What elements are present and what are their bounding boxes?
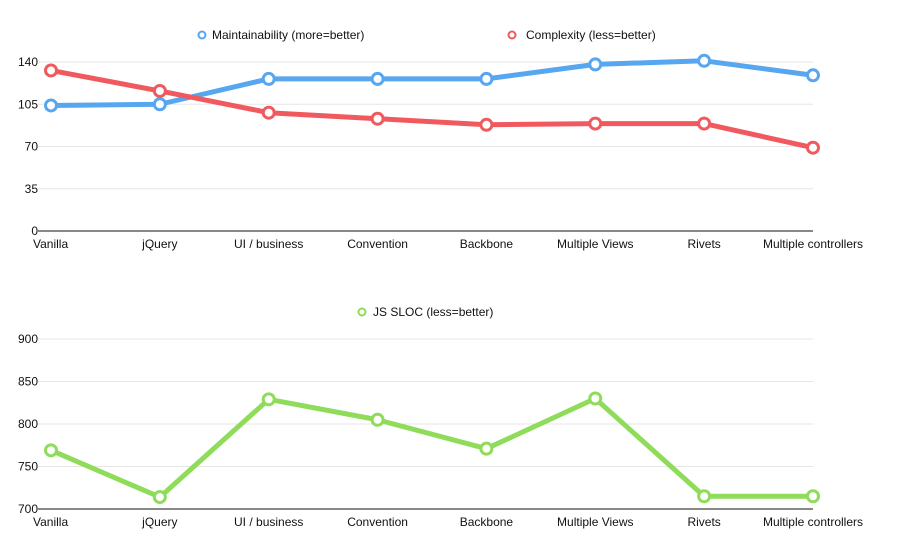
chart0-x-tick-label: jQuery xyxy=(141,237,177,251)
chart0-data-point xyxy=(479,71,494,86)
chart0-legend-label: Maintainability (more=better) xyxy=(212,28,364,42)
chart1-data-point xyxy=(588,391,603,406)
chart0-data-point xyxy=(152,97,167,112)
chart0-data-point xyxy=(370,71,385,86)
chart0-x-tick-label: Vanilla xyxy=(33,237,68,251)
chart1-x-tick-label: Multiple controllers xyxy=(763,515,863,529)
chart0-data-point xyxy=(44,98,58,113)
chart1-y-tick-label: 750 xyxy=(18,460,38,474)
chart0-data-point xyxy=(261,71,276,86)
chart0-y-tick-label: 35 xyxy=(25,182,39,196)
chart1-x-tick-label: jQuery xyxy=(141,515,177,529)
chart0-data-point xyxy=(697,116,712,131)
chart1-y-tick-label: 800 xyxy=(18,417,38,431)
chart0-legend-label: Complexity (less=better) xyxy=(526,28,656,42)
chart0-data-point xyxy=(697,53,712,68)
chart0-data-point xyxy=(806,140,820,155)
chart0-data-point xyxy=(479,117,494,132)
chart0-data-point xyxy=(261,105,276,120)
chart1-x-tick-label: Vanilla xyxy=(33,515,68,529)
chart1-y-tick-label: 850 xyxy=(18,375,38,389)
chart1-legend-marker xyxy=(357,307,367,317)
chart1-data-point xyxy=(152,490,167,505)
chart1-series-line xyxy=(48,396,816,500)
chart1-y-tick-label: 900 xyxy=(18,332,38,346)
chart1-data-point xyxy=(697,489,712,504)
chart0-series-line xyxy=(48,67,816,151)
chart1-x-tick-label: Multiple Views xyxy=(557,515,633,529)
chart0-data-point xyxy=(806,68,820,83)
chart0-x-tick-label: Multiple Views xyxy=(557,237,633,251)
chart0-legend-marker xyxy=(197,30,207,40)
chart0-x-tick-label: Convention xyxy=(347,237,408,251)
chart0-x-tick-label: Backbone xyxy=(460,237,514,251)
chart0-series-line xyxy=(48,58,816,108)
chart0-data-point xyxy=(152,83,167,98)
chart0-x-tick-label: UI / business xyxy=(234,237,303,251)
chart1-data-point xyxy=(370,412,385,427)
chart1-x-tick-label: Backbone xyxy=(460,515,514,529)
chart1-x-tick-label: Rivets xyxy=(687,515,720,529)
chart1-x-tick-label: Convention xyxy=(347,515,408,529)
chart1-data-point xyxy=(44,443,58,458)
chart0-data-point xyxy=(588,57,603,72)
chart0-data-point xyxy=(588,116,603,131)
chart0-y-tick-label: 0 xyxy=(31,224,38,238)
chart0-x-tick-label: Multiple controllers xyxy=(763,237,863,251)
chart1-data-point xyxy=(479,441,494,456)
chart1-y-tick-label: 700 xyxy=(18,502,38,516)
chart0-y-tick-label: 70 xyxy=(25,140,39,154)
chart1-x-tick-label: UI / business xyxy=(234,515,303,529)
chart0-data-point xyxy=(370,111,385,126)
chart0-y-tick-label: 105 xyxy=(18,97,38,111)
chart0-y-tick-label: 140 xyxy=(18,55,38,69)
chart1-legend-label: JS SLOC (less=better) xyxy=(373,305,493,319)
chart0-legend-marker xyxy=(507,30,517,40)
chart0-data-point xyxy=(44,63,58,78)
chart0-x-tick-label: Rivets xyxy=(687,237,720,251)
chart1-data-point xyxy=(806,489,820,504)
chart1-data-point xyxy=(261,392,276,407)
